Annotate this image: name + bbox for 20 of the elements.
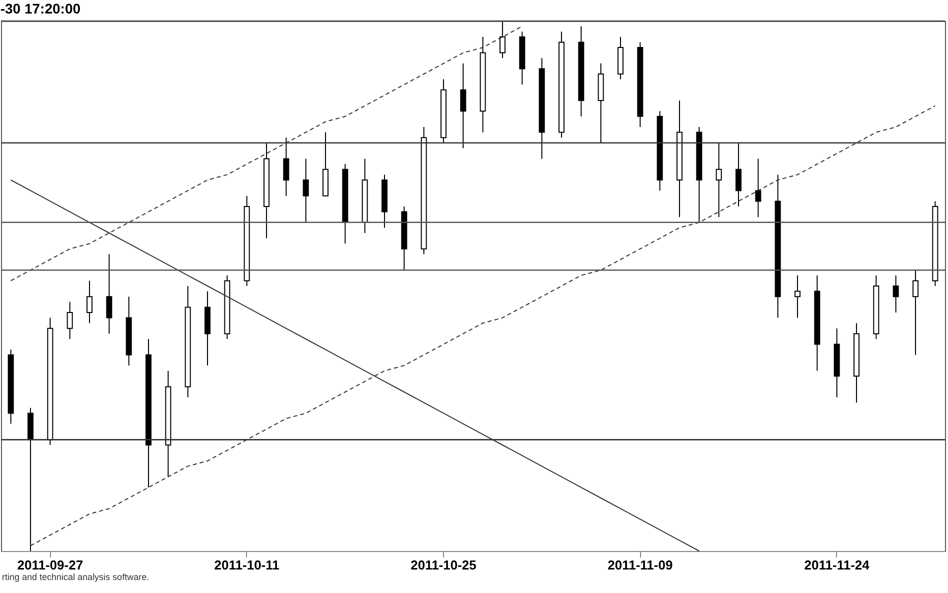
candlestick xyxy=(892,274,899,313)
candlestick xyxy=(283,137,290,196)
x-tick-label: 2011-11-24 xyxy=(804,558,870,572)
candlestick xyxy=(66,301,73,340)
chart-title: -30 17:20:00 xyxy=(0,0,81,16)
candlestick xyxy=(912,270,918,356)
candlestick xyxy=(794,274,800,318)
candlestick xyxy=(106,254,112,334)
x-tick-label: 2011-10-25 xyxy=(410,558,476,572)
candlestick xyxy=(736,142,742,207)
x-tick-label: 2011-09-27 xyxy=(17,558,84,572)
x-tick-label: 2011-11-09 xyxy=(608,558,673,572)
candlestick xyxy=(302,158,309,223)
candlestick xyxy=(500,20,506,59)
candlestick xyxy=(716,142,722,218)
candlestick xyxy=(86,280,92,324)
candlestick xyxy=(460,62,466,149)
x-tick-label: 2011-10-11 xyxy=(214,558,280,572)
candlestick xyxy=(755,158,762,218)
text: rting and technical analysis software. xyxy=(1,572,150,582)
